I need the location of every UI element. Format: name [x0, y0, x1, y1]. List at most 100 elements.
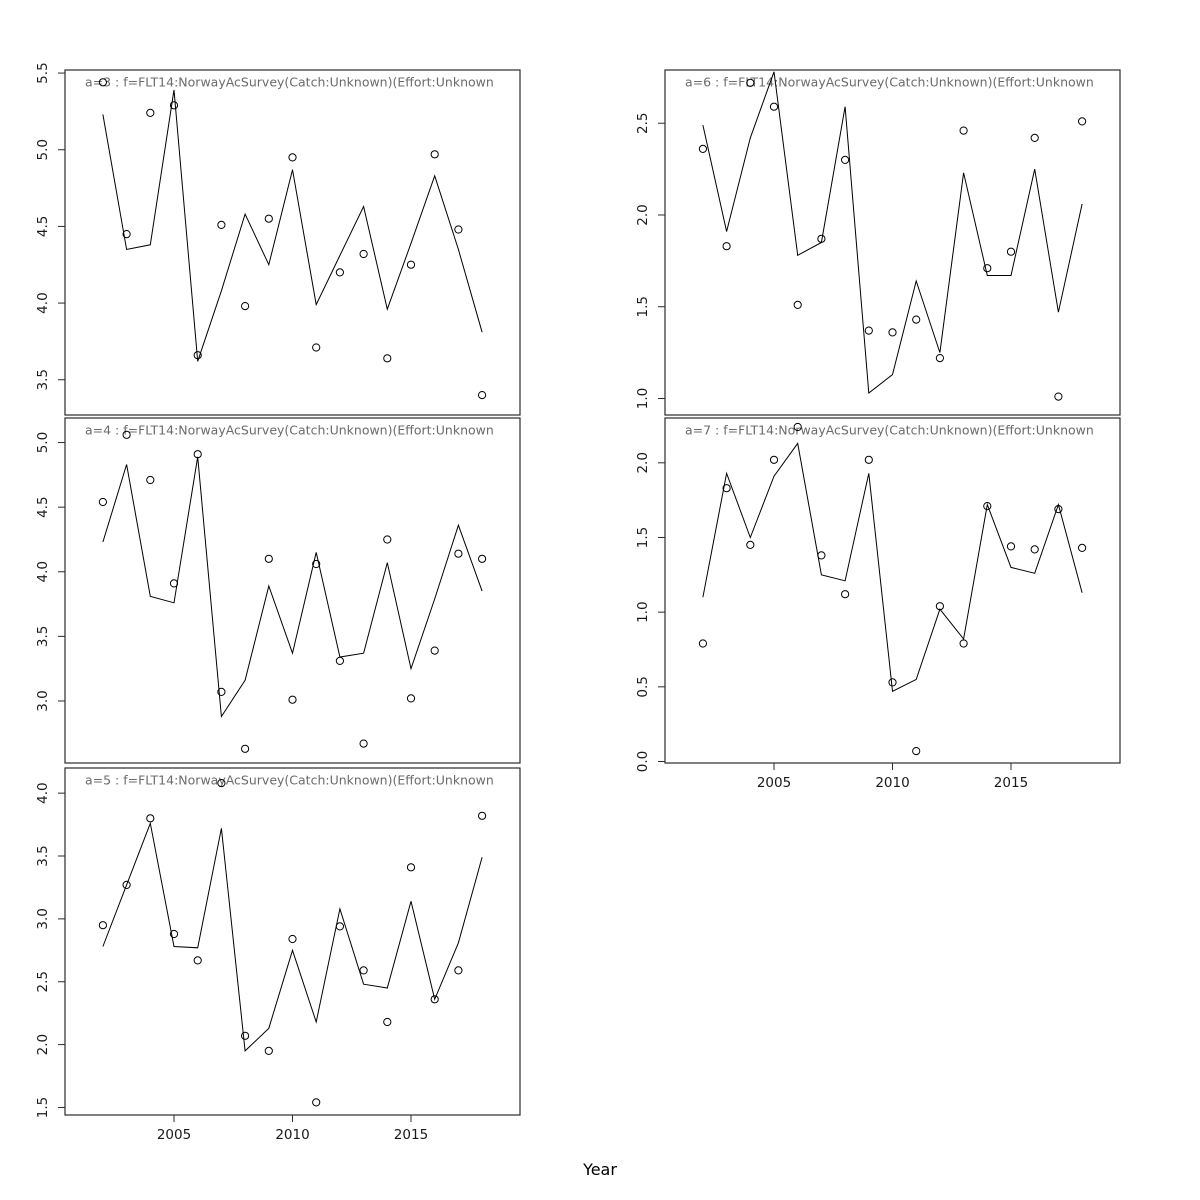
- data-point: [146, 108, 155, 118]
- y-tick-label: 1.5: [635, 527, 651, 548]
- data-point: [888, 328, 897, 337]
- data-point: [217, 220, 226, 229]
- y-tick-label: 4.5: [35, 216, 51, 237]
- data-point: [383, 354, 392, 363]
- data-point: [841, 590, 850, 599]
- data-point: [959, 639, 968, 648]
- data-point: [359, 739, 368, 748]
- data-point: [146, 814, 155, 823]
- y-tick-label: 2.5: [35, 971, 51, 992]
- data-point: [312, 1098, 321, 1107]
- panel-border: [664, 69, 1121, 416]
- data-point: [430, 995, 439, 1004]
- x-tick-label: 2005: [757, 775, 791, 791]
- panel-border: [664, 417, 1121, 764]
- data-point: [746, 540, 755, 550]
- data-point: [935, 354, 945, 363]
- data-point: [722, 242, 731, 251]
- data-point: [406, 863, 416, 872]
- y-tick-label: 1.5: [635, 296, 651, 317]
- data-point: [888, 678, 897, 687]
- y-tick-label: 0.0: [635, 751, 651, 772]
- data-point: [169, 101, 179, 110]
- data-point: [1006, 542, 1016, 551]
- data-point: [335, 268, 344, 277]
- data-point: [864, 455, 873, 464]
- data-point: [1030, 133, 1039, 142]
- data-point: [1078, 117, 1087, 126]
- data-point: [122, 230, 131, 239]
- data-point: [1054, 392, 1063, 401]
- y-tick-label: 1.0: [635, 388, 651, 409]
- data-point: [793, 422, 802, 432]
- data-point: [769, 455, 779, 464]
- data-point: [959, 126, 968, 135]
- y-tick-label: 3.5: [35, 845, 51, 866]
- data-point: [146, 475, 155, 485]
- y-tick-label: 3.0: [35, 908, 51, 929]
- panel-a5: a=5 : f=FLT14:NorwayAcSurvey(Catch:Unkno…: [35, 767, 521, 1143]
- data-point: [264, 1046, 273, 1056]
- y-tick-label: 3.0: [35, 690, 51, 711]
- data-point: [241, 744, 250, 753]
- fit-line: [102, 821, 483, 1052]
- y-tick-label: 2.0: [35, 1034, 51, 1055]
- data-point: [264, 214, 273, 223]
- panel-a6: a=6 : f=FLT14:NorwayAcSurvey(Catch:Unkno…: [635, 69, 1121, 416]
- panel-title: a=5 : f=FLT14:NorwayAcSurvey(Catch:Unkno…: [85, 773, 494, 788]
- data-point: [478, 554, 487, 563]
- y-tick-label: 3.5: [35, 626, 51, 647]
- y-tick-label: 4.0: [35, 561, 51, 582]
- data-point: [217, 687, 226, 697]
- y-tick-label: 2.5: [635, 112, 651, 133]
- panel-title: a=6 : f=FLT14:NorwayAcSurvey(Catch:Unkno…: [685, 75, 1094, 90]
- data-point: [122, 430, 131, 439]
- data-point: [193, 351, 202, 360]
- x-tick-label: 2005: [157, 1127, 191, 1143]
- data-point: [454, 966, 463, 975]
- data-point: [169, 579, 179, 588]
- data-point: [288, 695, 297, 704]
- data-point: [454, 549, 463, 558]
- data-point: [193, 450, 202, 459]
- x-axis-title: Year: [583, 1160, 617, 1179]
- data-point: [335, 922, 344, 931]
- data-point: [98, 497, 108, 507]
- y-tick-label: 2.0: [635, 452, 651, 473]
- data-point: [793, 300, 802, 309]
- data-point: [1054, 505, 1063, 514]
- data-point: [335, 656, 344, 666]
- data-point: [241, 1031, 250, 1040]
- panel-title: a=3 : f=FLT14:NorwayAcSurvey(Catch:Unkno…: [85, 75, 494, 90]
- data-point: [841, 155, 850, 164]
- x-tick-label: 2015: [394, 1127, 428, 1143]
- data-point: [817, 551, 826, 560]
- data-point: [1078, 543, 1087, 553]
- data-point: [430, 150, 439, 159]
- panel-a4: a=4 : f=FLT14:NorwayAcSurvey(Catch:Unkno…: [35, 417, 521, 764]
- data-point: [1030, 545, 1039, 554]
- panel-border: [64, 69, 521, 416]
- fit-line: [702, 442, 1083, 693]
- data-point: [241, 302, 250, 311]
- fit-line: [102, 89, 483, 362]
- y-tick-label: 1.5: [35, 1097, 51, 1118]
- data-point: [722, 484, 731, 493]
- data-point: [935, 602, 945, 611]
- data-point: [864, 326, 873, 335]
- data-point: [312, 343, 321, 352]
- y-tick-label: 5.5: [35, 62, 51, 83]
- panel-title: a=4 : f=FLT14:NorwayAcSurvey(Catch:Unkno…: [85, 423, 494, 438]
- data-point: [359, 966, 368, 975]
- y-tick-label: 1.0: [635, 601, 651, 622]
- data-point: [698, 144, 708, 153]
- data-point: [169, 929, 179, 939]
- data-point: [288, 934, 297, 944]
- x-tick-label: 2010: [875, 775, 909, 791]
- data-point: [193, 956, 202, 965]
- y-tick-label: 4.0: [35, 292, 51, 313]
- y-tick-label: 2.0: [635, 204, 651, 225]
- data-point: [478, 391, 487, 400]
- panel-a7: a=7 : f=FLT14:NorwayAcSurvey(Catch:Unkno…: [635, 417, 1121, 791]
- data-point: [98, 78, 108, 87]
